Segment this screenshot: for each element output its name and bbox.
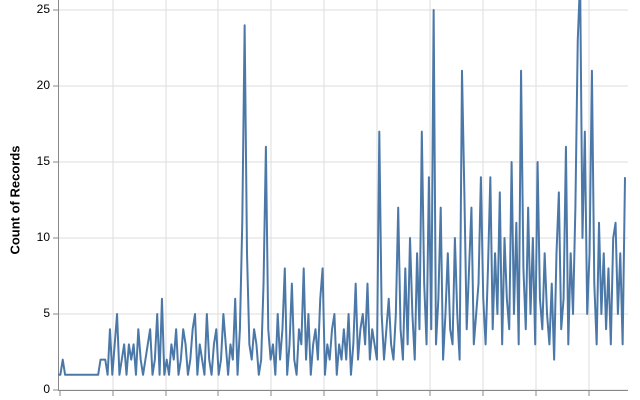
y-tick-label: 0	[43, 382, 50, 396]
y-axis-title: Count of Records	[7, 145, 22, 254]
y-tick-label: 15	[37, 154, 51, 168]
data-line	[58, 0, 626, 376]
y-tick-label: 20	[37, 78, 51, 92]
x-axis	[58, 390, 628, 396]
y-tick-label: 10	[37, 230, 51, 244]
y-tick-label: 25	[37, 2, 51, 16]
y-tick-label: 5	[43, 306, 50, 320]
